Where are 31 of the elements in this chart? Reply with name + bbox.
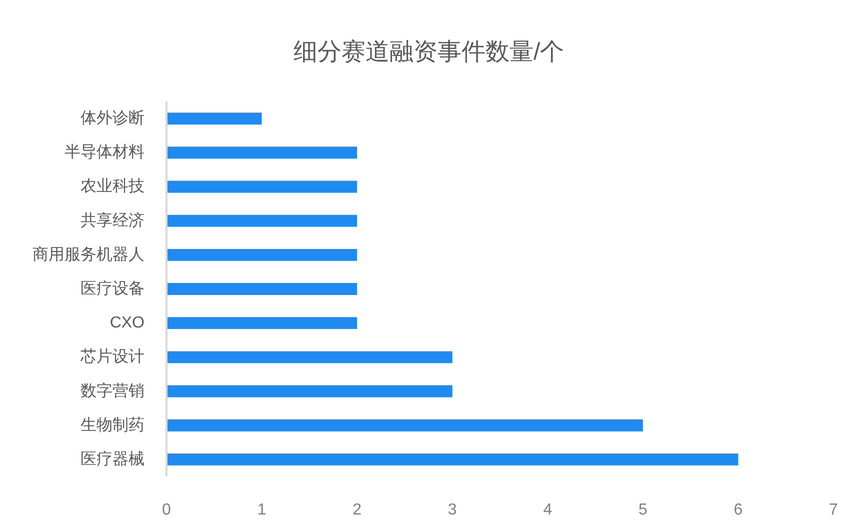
y-tick-label: 共享经济	[80, 211, 144, 230]
y-tick-label: 半导体材料	[64, 143, 144, 162]
bar	[166, 419, 643, 432]
y-tick-label: 生物制药	[80, 416, 144, 434]
y-tick-label: 商用服务机器人	[32, 245, 144, 264]
y-tick-label: 医疗设备	[80, 280, 144, 298]
x-tick-label: 6	[734, 502, 743, 518]
x-tick-label: 5	[638, 502, 648, 518]
bar	[166, 112, 262, 125]
y-tick-label: 农业科技	[80, 177, 144, 196]
x-tick-label: 3	[448, 502, 457, 518]
chart-title: 细分赛道融资事件数量/个	[294, 38, 564, 66]
bar	[166, 385, 452, 398]
bar	[166, 317, 358, 330]
bar	[166, 146, 358, 159]
y-tick-label: 体外诊断	[80, 109, 144, 128]
bar	[166, 248, 358, 261]
x-tick-label: 0	[162, 502, 172, 518]
bar	[166, 283, 358, 295]
x-tick-label: 2	[352, 502, 362, 518]
bar	[166, 180, 358, 193]
x-tick-label: 1	[257, 502, 266, 518]
x-tick-label: 4	[543, 502, 552, 518]
bar	[166, 453, 738, 466]
y-tick-label: 医疗器械	[80, 450, 144, 468]
x-tick-label: 7	[829, 502, 838, 518]
y-tick-label: 芯片设计	[80, 348, 144, 366]
y-tick-label: 数字营销	[80, 382, 144, 400]
bar	[166, 351, 452, 364]
y-tick-label: CXO	[110, 314, 144, 332]
bar	[166, 214, 358, 227]
